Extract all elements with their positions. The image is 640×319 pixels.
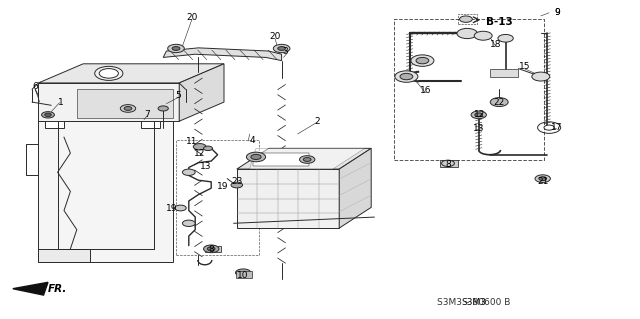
Polygon shape	[237, 148, 371, 169]
Circle shape	[124, 107, 132, 110]
Text: 9: 9	[554, 8, 559, 17]
Text: 12: 12	[194, 149, 205, 158]
Text: 12: 12	[474, 110, 486, 119]
Circle shape	[172, 47, 180, 50]
Bar	[490, 69, 518, 77]
Circle shape	[278, 47, 285, 50]
Circle shape	[99, 69, 118, 78]
Circle shape	[475, 113, 483, 117]
Circle shape	[251, 154, 261, 160]
Circle shape	[303, 158, 311, 161]
Polygon shape	[237, 169, 339, 228]
Text: 13: 13	[200, 162, 212, 171]
Polygon shape	[38, 121, 173, 262]
Circle shape	[246, 152, 266, 162]
Circle shape	[539, 177, 547, 181]
Text: 15: 15	[519, 63, 531, 71]
Circle shape	[45, 113, 51, 116]
Polygon shape	[38, 64, 224, 83]
Text: 9: 9	[554, 8, 559, 17]
Text: 4: 4	[250, 136, 255, 145]
Text: 13: 13	[473, 124, 484, 133]
Circle shape	[400, 73, 413, 80]
Text: 19: 19	[217, 182, 228, 191]
Text: 18: 18	[490, 40, 502, 49]
Text: 23: 23	[231, 177, 243, 186]
Circle shape	[474, 31, 492, 40]
Circle shape	[395, 71, 418, 82]
Bar	[253, 153, 309, 166]
Text: 6: 6	[33, 82, 38, 91]
Circle shape	[168, 44, 184, 53]
Circle shape	[300, 156, 315, 163]
Text: 17: 17	[551, 123, 563, 132]
Circle shape	[460, 16, 472, 22]
Text: 22: 22	[493, 98, 505, 107]
Polygon shape	[163, 48, 282, 61]
Bar	[458, 14, 477, 24]
Circle shape	[175, 205, 186, 211]
Text: S3M3 – B0600 B: S3M3 – B0600 B	[437, 298, 510, 307]
Polygon shape	[38, 83, 179, 121]
Circle shape	[498, 34, 513, 42]
Text: 5: 5	[175, 91, 180, 100]
Circle shape	[193, 144, 206, 150]
Text: 3: 3	[282, 47, 287, 56]
Circle shape	[416, 57, 429, 64]
Circle shape	[490, 98, 508, 107]
Circle shape	[535, 175, 550, 182]
Text: 1: 1	[58, 98, 63, 107]
Circle shape	[182, 220, 195, 226]
Text: 2: 2	[314, 117, 319, 126]
Circle shape	[532, 72, 550, 81]
Text: FR.: FR.	[48, 284, 67, 294]
Text: S3M3: S3M3	[461, 298, 486, 307]
Text: 20: 20	[186, 13, 198, 22]
Bar	[440, 160, 458, 167]
Text: 7: 7	[145, 110, 150, 119]
Polygon shape	[13, 282, 48, 295]
Text: 8: 8	[209, 245, 214, 254]
Text: 8: 8	[445, 160, 451, 169]
Circle shape	[411, 55, 434, 66]
Circle shape	[204, 245, 219, 253]
Text: 11: 11	[186, 137, 198, 146]
Polygon shape	[179, 64, 224, 121]
Circle shape	[95, 66, 123, 80]
Circle shape	[182, 169, 195, 175]
Circle shape	[120, 105, 136, 112]
Text: 10: 10	[237, 271, 249, 280]
Polygon shape	[77, 89, 173, 118]
Text: B-13: B-13	[486, 17, 513, 27]
Circle shape	[236, 269, 251, 277]
Polygon shape	[339, 148, 371, 228]
Circle shape	[158, 106, 168, 111]
Polygon shape	[38, 249, 90, 262]
Bar	[394, 19, 544, 160]
Bar	[205, 246, 221, 252]
Text: 19: 19	[166, 204, 177, 213]
Circle shape	[231, 182, 243, 188]
Circle shape	[471, 111, 486, 119]
Circle shape	[207, 247, 215, 251]
Circle shape	[42, 112, 54, 118]
Circle shape	[457, 28, 477, 39]
Bar	[236, 271, 252, 278]
Text: 20: 20	[269, 32, 281, 41]
Text: 21: 21	[537, 177, 548, 186]
Circle shape	[204, 146, 212, 151]
Bar	[176, 140, 259, 255]
Circle shape	[273, 44, 290, 53]
Text: 16: 16	[420, 86, 431, 95]
Circle shape	[544, 125, 554, 130]
Polygon shape	[250, 148, 365, 169]
Circle shape	[442, 160, 454, 167]
